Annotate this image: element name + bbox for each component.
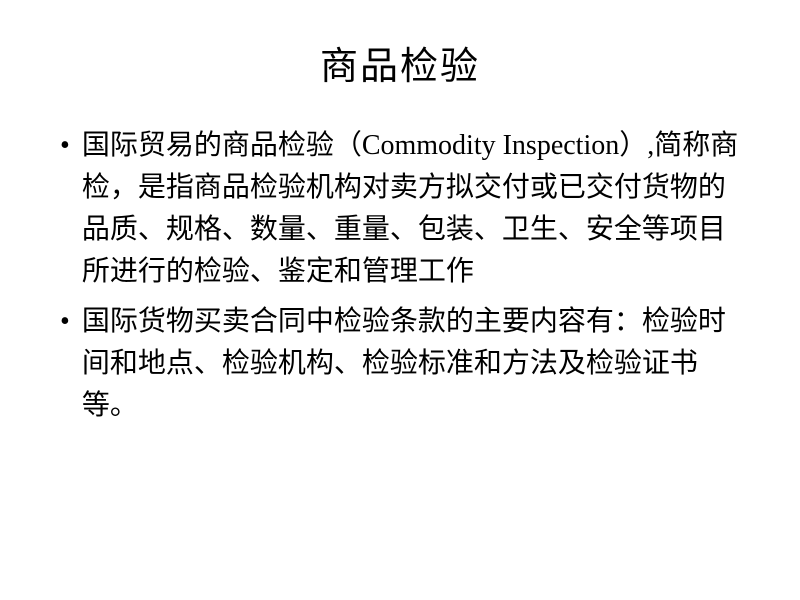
bullet-text: 国际货物买卖合同中检验条款的主要内容有：检验时间和地点、检验机构、检验标准和方法… — [82, 301, 750, 427]
slide-content: • 国际贸易的商品检验（Commodity Inspection）,简称商检，是… — [50, 125, 750, 427]
bullet-item: • 国际货物买卖合同中检验条款的主要内容有：检验时间和地点、检验机构、检验标准和… — [60, 301, 750, 427]
bullet-text: 国际贸易的商品检验（Commodity Inspection）,简称商检，是指商… — [82, 125, 750, 293]
slide-title: 商品检验 — [50, 35, 750, 90]
bullet-marker-icon: • — [60, 301, 70, 343]
bullet-item: • 国际贸易的商品检验（Commodity Inspection）,简称商检，是… — [60, 125, 750, 293]
slide-container: 商品检验 • 国际贸易的商品检验（Commodity Inspection）,简… — [0, 0, 800, 600]
bullet-marker-icon: • — [60, 125, 70, 167]
